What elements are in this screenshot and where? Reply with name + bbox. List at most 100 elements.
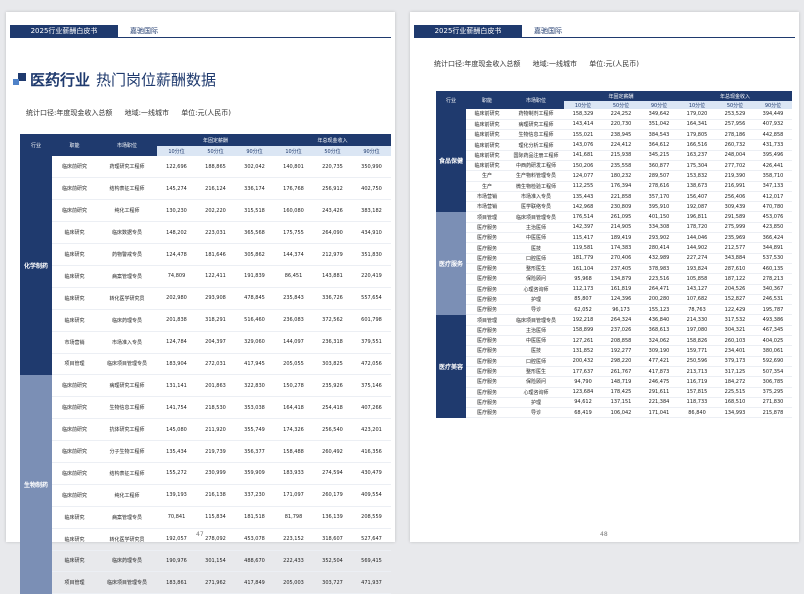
function-cell: 临床前研究 xyxy=(52,374,97,398)
position-cell: 临床药理专员 xyxy=(97,550,157,573)
salary-cell: 144,902 xyxy=(678,242,716,254)
salary-cell: 254,418 xyxy=(313,396,352,420)
salary-cell: 235,926 xyxy=(313,374,352,398)
function-cell: 临床研究 xyxy=(52,265,97,288)
salary-cell: 431,733 xyxy=(754,139,792,151)
function-cell: 项目管理 xyxy=(52,353,97,376)
salary-cell: 124,478 xyxy=(157,243,196,266)
header-rule xyxy=(10,37,391,38)
salary-cell: 336,174 xyxy=(235,177,274,201)
position-cell: 主治医师 xyxy=(508,222,564,234)
meta-region: 地域:一线城市 xyxy=(532,60,577,68)
salary-cell: 143,127 xyxy=(678,284,716,295)
salary-cell: 224,252 xyxy=(602,109,640,120)
salary-cell: 134,879 xyxy=(602,273,640,285)
salary-cell: 280,414 xyxy=(640,242,678,254)
salary-cell: 115,417 xyxy=(564,232,602,244)
position-cell: 保险顾问 xyxy=(508,273,564,285)
left-page: 2025行业薪酬白皮书 嘉驰国际 医药行业 热门岗位薪酬数据 统计口径:年度现金收… xyxy=(6,12,395,594)
salary-cell: 130,230 xyxy=(157,199,196,223)
salary-cell: 407,932 xyxy=(754,119,792,131)
salary-cell: 304,321 xyxy=(716,325,754,337)
salary-cell: 230,999 xyxy=(196,462,235,485)
salary-cell: 353,038 xyxy=(235,396,274,420)
position-cell: 口腔医师 xyxy=(508,253,564,264)
salary-cell: 379,551 xyxy=(352,331,391,354)
report-title: 2025行业薪酬白皮书 xyxy=(414,25,522,37)
salary-cell: 412,017 xyxy=(754,191,792,203)
salary-cell: 123,684 xyxy=(564,387,602,398)
table-row: 医疗服务 医技 131,852 192,277 309,190 159,771 234,40… xyxy=(436,345,792,357)
brand-name: 嘉驰国际 xyxy=(118,25,170,37)
salary-cell: 78,763 xyxy=(678,304,716,316)
salary-cell: 112,173 xyxy=(564,284,602,295)
salary-cell: 264,324 xyxy=(602,314,640,326)
table-row: 临床前研究 病理研究工程师 143,414 220,730 351,042 164,341… xyxy=(436,119,792,131)
salary-cell: 356,377 xyxy=(235,440,274,463)
salary-cell: 86,840 xyxy=(678,407,716,419)
salary-cell: 164,418 xyxy=(274,396,313,420)
col-p50: 50分位 xyxy=(196,146,235,156)
salary-cell: 402,750 xyxy=(352,177,391,201)
meta-basis: 统计口径:年度现金收入总额 xyxy=(434,60,521,68)
salary-cell: 124,396 xyxy=(602,294,640,306)
salary-cell: 380,061 xyxy=(754,345,792,357)
salary-cell: 274,594 xyxy=(313,462,352,485)
salary-cell: 171,097 xyxy=(274,484,313,507)
salary-cell: 592,690 xyxy=(754,356,792,367)
salary-cell: 355,749 xyxy=(235,418,274,442)
salary-cell: 423,201 xyxy=(352,418,391,442)
salary-cell: 477,421 xyxy=(640,356,678,367)
function-cell: 临床前研究 xyxy=(466,139,508,151)
salary-cell: 303,825 xyxy=(313,353,352,376)
table-row: 医疗服务 主治医师 158,899 237,026 368,613 197,080 304,… xyxy=(436,325,792,337)
salary-cell: 96,173 xyxy=(602,304,640,316)
function-cell: 临床前研究 xyxy=(466,160,508,172)
table-row: 市场营销 市场准入专员 124,784 204,397 329,060 144,097 23… xyxy=(20,331,391,354)
salary-cell: 192,057 xyxy=(157,528,196,551)
meta-unit: 单位:元(人民币) xyxy=(181,109,232,117)
salary-cell: 202,980 xyxy=(157,287,196,310)
salary-cell: 223,031 xyxy=(196,221,235,245)
salary-cell: 124,784 xyxy=(157,331,196,354)
salary-cell: 208,858 xyxy=(602,335,640,347)
table-row: 临床前研究 结构表征工程师 155,272 230,999 359,909 183,933… xyxy=(20,462,391,485)
salary-cell: 235,969 xyxy=(716,232,754,244)
salary-cell: 236,083 xyxy=(274,309,313,332)
salary-cell: 256,406 xyxy=(716,191,754,203)
salary-cell: 112,255 xyxy=(564,181,602,192)
position-cell: 中医医师 xyxy=(508,232,564,244)
salary-cell: 74,809 xyxy=(157,265,196,288)
salary-cell: 404,025 xyxy=(754,335,792,347)
salary-cell: 171,041 xyxy=(640,407,678,419)
function-cell: 医疗服务 xyxy=(466,407,508,419)
salary-cell: 375,295 xyxy=(754,387,792,398)
salary-cell: 417,873 xyxy=(640,366,678,378)
table-row: 医疗服务 口腔医师 181,779 270,406 432,989 227,274 343,… xyxy=(436,253,792,264)
function-cell: 临床前研究 xyxy=(52,440,97,463)
table-row: 医疗服务 保险顾问 95,968 134,879 223,516 105,858 187,1… xyxy=(436,273,792,285)
salary-cell: 257,956 xyxy=(716,119,754,131)
salary-cell: 260,732 xyxy=(716,139,754,151)
function-cell: 医疗服务 xyxy=(466,335,508,347)
function-cell: 医疗服务 xyxy=(466,263,508,275)
salary-cell: 318,291 xyxy=(196,309,235,332)
salary-cell: 158,329 xyxy=(564,109,602,120)
function-cell: 临床前研究 xyxy=(52,199,97,223)
table-row: 临床研究 转化医学研究员 192,057 278,092 453,078 223,152 3… xyxy=(20,528,391,551)
salary-cell: 378,983 xyxy=(640,263,678,275)
position-cell: 心理咨询师 xyxy=(508,284,564,295)
table-row: 项目管理 临床项目管理专员 183,904 272,031 417,945 205,055… xyxy=(20,353,391,376)
table-row: 化学制药 临床前研究 药理研究工程师 122,696 188,865 302,042 140… xyxy=(20,156,391,375)
salary-cell: 470,780 xyxy=(754,201,792,213)
salary-cell: 334,308 xyxy=(640,222,678,234)
position-cell: 临床项目管理专员 xyxy=(508,314,564,326)
position-cell: 药物制剂工程师 xyxy=(508,109,564,120)
salary-cell: 86,451 xyxy=(274,265,313,288)
salary-cell: 193,824 xyxy=(678,263,716,275)
position-cell: 主治医师 xyxy=(508,325,564,337)
table-row: 临床前研究 结构表征工程师 145,274 216,124 336,174 176,768… xyxy=(20,177,391,201)
salary-cell: 161,819 xyxy=(602,284,640,295)
salary-cell: 156,407 xyxy=(678,191,716,203)
salary-cell: 309,190 xyxy=(640,345,678,357)
